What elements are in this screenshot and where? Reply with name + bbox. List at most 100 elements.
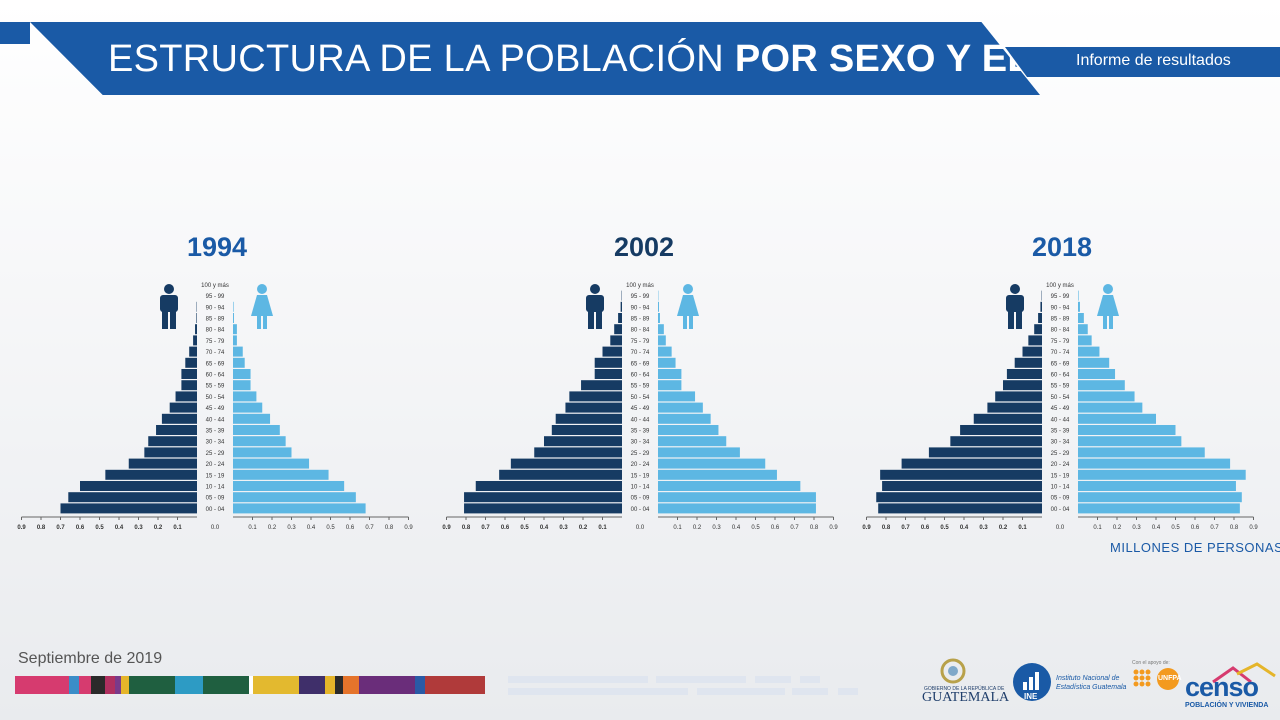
stripe-segment [249, 676, 253, 694]
female-bar [1078, 391, 1135, 402]
female-bar [233, 481, 345, 491]
female-bar [658, 458, 766, 469]
x-tick-label: 0.2 [999, 525, 1008, 531]
x-tick-label: 0.9 [862, 525, 871, 531]
female-bar [233, 503, 366, 514]
male-bar [195, 324, 197, 335]
male-bar [901, 458, 1042, 469]
x-tick-label: 0.8 [385, 525, 394, 531]
chart-title-2018: 2018 [1031, 232, 1093, 262]
age-group-label: 40 - 44 [1051, 417, 1070, 423]
stripe-segment [299, 676, 325, 694]
guatemala-logo: GOBIERNO DE LA REPÚBLICA DE GUATEMALA [922, 650, 1009, 710]
age-group-label: 95 - 99 [631, 294, 650, 300]
man-icon [586, 284, 604, 329]
ine-name-line1: Instituto Nacional de [1056, 675, 1120, 682]
male-bar [181, 380, 197, 391]
x-tick-label: 0.6 [1191, 525, 1200, 531]
publication-date: Septiembre de 2019 [18, 650, 163, 667]
male-bar [618, 313, 622, 323]
age-group-label: 10 - 14 [631, 485, 650, 491]
male-bar [60, 503, 197, 514]
x-tick-label: 0.3 [134, 525, 143, 531]
male-bar [534, 447, 622, 458]
male-bar [1038, 313, 1042, 323]
female-bar [658, 413, 711, 424]
age-group-label: 55 - 59 [1051, 384, 1070, 390]
male-bar [196, 313, 197, 323]
age-group-label: 55 - 59 [206, 384, 225, 390]
male-bar [987, 402, 1042, 413]
female-bar [233, 402, 263, 413]
male-bar [510, 458, 622, 469]
house-roof-icon [1212, 662, 1276, 684]
male-bar [973, 413, 1042, 424]
x-tick-label: 0.1 [1018, 525, 1027, 531]
male-bar [880, 469, 1042, 480]
x-tick-label: 0.4 [1152, 525, 1161, 531]
male-bar [1006, 369, 1042, 379]
x-tick-label: 0.8 [462, 525, 471, 531]
female-bar [1078, 503, 1240, 514]
male-bar [464, 503, 622, 514]
x-tick-label: 0.4 [307, 525, 316, 531]
x-tick-label: 0.5 [940, 525, 949, 531]
female-bar [233, 413, 271, 424]
woman-icon [251, 284, 273, 329]
female-bar [1078, 346, 1100, 357]
x-tick-label: 0.7 [790, 525, 799, 531]
female-bar [658, 346, 672, 357]
female-bar [233, 436, 286, 447]
male-bar [960, 425, 1042, 435]
female-bar [658, 436, 727, 447]
age-group-label: 25 - 29 [1051, 451, 1070, 457]
male-bar [128, 458, 197, 469]
x-tick-label: 0.3 [287, 525, 296, 531]
female-bar [658, 313, 660, 323]
stripe-segment [129, 676, 175, 694]
unit-label: MILLONES DE PERSONAS [1110, 540, 1280, 555]
female-bar [658, 391, 696, 402]
stripe-segment [335, 676, 343, 694]
age-group-label: 00 - 04 [1051, 507, 1070, 513]
age-group-label: 60 - 64 [1051, 373, 1070, 379]
censo-subtitle: POBLACIÓN Y VIVIENDA [1185, 702, 1269, 709]
male-bar [1003, 380, 1042, 391]
age-group-label: 85 - 89 [1051, 317, 1070, 323]
male-bar [620, 301, 622, 312]
age-group-label: 05 - 09 [1051, 496, 1070, 502]
female-bar [658, 447, 740, 458]
female-bar [233, 335, 237, 346]
x-tick-label: 0.0 [211, 525, 220, 531]
female-bar [658, 324, 664, 335]
age-group-label: 25 - 29 [631, 451, 650, 457]
x-tick-label: 0.6 [76, 525, 85, 531]
header-banner [30, 22, 1040, 95]
stripe-segment [91, 676, 105, 694]
female-bar [233, 346, 243, 357]
x-tick-label: 0.8 [810, 525, 819, 531]
x-tick-label: 0.5 [95, 525, 104, 531]
female-bar [1078, 481, 1236, 491]
unfpa-text: UNFPA [1158, 675, 1182, 682]
x-tick-label: 0.6 [346, 525, 355, 531]
female-bar [658, 503, 816, 514]
faint-bar [508, 688, 688, 695]
age-group-label: 80 - 84 [206, 328, 225, 334]
faint-bar [508, 676, 648, 683]
age-group-label: 80 - 84 [631, 328, 650, 334]
x-tick-label: 0.4 [115, 525, 124, 531]
female-bar [1078, 447, 1205, 458]
male-bar [175, 391, 197, 402]
age-group-label: 10 - 14 [206, 485, 225, 491]
age-group-label: 20 - 24 [1051, 462, 1070, 468]
female-bar [233, 469, 329, 480]
female-bar [233, 301, 234, 312]
x-tick-label: 0.1 [248, 525, 257, 531]
male-bar [551, 425, 622, 435]
page-title-regular: ESTRUCTURA DE LA POBLACIÓN [108, 38, 724, 80]
stripe-segment [325, 676, 335, 694]
female-bar [233, 369, 251, 379]
x-tick-label: 0.5 [751, 525, 760, 531]
x-tick-label: 0.8 [882, 525, 891, 531]
